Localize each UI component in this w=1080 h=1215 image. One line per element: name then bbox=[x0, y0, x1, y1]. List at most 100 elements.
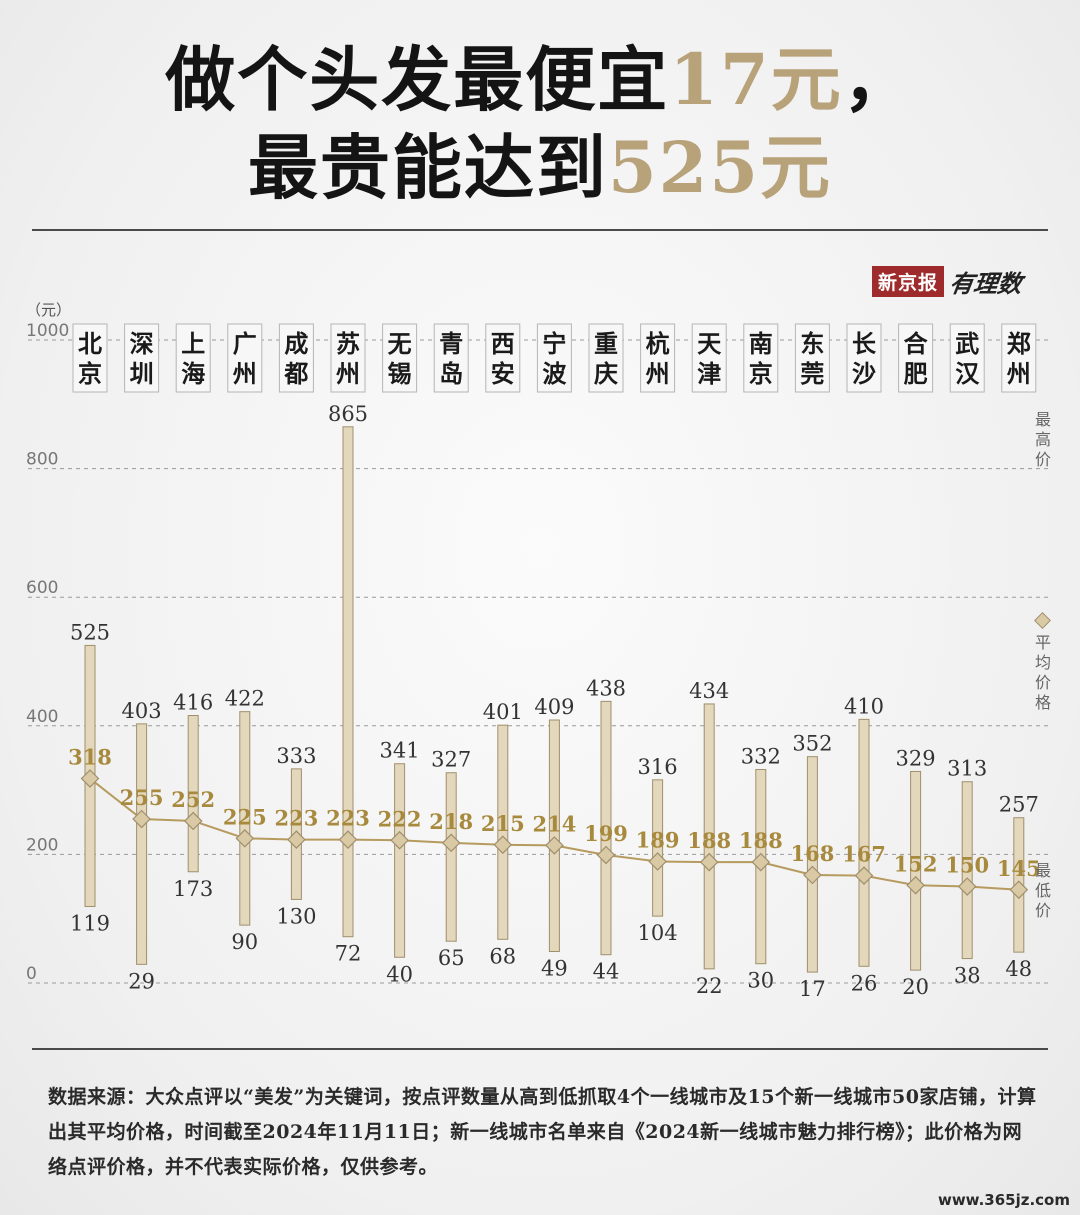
city-label: 京 bbox=[749, 359, 773, 388]
average-price-label: 218 bbox=[429, 809, 473, 834]
max-price-label: 327 bbox=[431, 748, 471, 772]
average-price-marker bbox=[906, 875, 925, 895]
max-price-label: 438 bbox=[586, 676, 626, 700]
city-label-box bbox=[382, 323, 418, 393]
price-range-bar bbox=[600, 700, 612, 956]
brand-logo: 新京报 有理数 bbox=[872, 265, 1024, 298]
city-label-box bbox=[72, 323, 108, 393]
city-label-box bbox=[640, 323, 676, 393]
legend-average-price: 均 bbox=[1035, 653, 1051, 672]
min-price-label: 44 bbox=[593, 960, 620, 984]
min-price-label: 48 bbox=[1005, 957, 1032, 981]
price-range-bar bbox=[858, 718, 870, 967]
price-range-bar bbox=[806, 756, 818, 973]
data-source-note: 数据来源：大众点评以“美发”为关键词，按点评数量从高到低抓取4个一线城市及15个… bbox=[48, 1086, 1037, 1178]
city-label-box bbox=[330, 323, 366, 393]
average-price-label: 252 bbox=[171, 787, 215, 812]
city-label-box bbox=[794, 323, 830, 393]
min-price-label: 130 bbox=[276, 904, 316, 928]
city-label-box bbox=[175, 323, 211, 393]
city-label-box bbox=[278, 323, 314, 393]
city-label: 州 bbox=[646, 359, 670, 388]
city-label-box bbox=[949, 323, 985, 393]
average-price-label: 189 bbox=[636, 827, 680, 852]
min-price-label: 119 bbox=[70, 911, 110, 935]
y-tick-label: 200 bbox=[26, 835, 58, 855]
city-label: 岛 bbox=[439, 359, 463, 388]
city-label: 都 bbox=[283, 359, 308, 388]
min-price-label: 65 bbox=[438, 946, 465, 970]
top-divider bbox=[32, 229, 1048, 231]
max-price-label: 401 bbox=[483, 700, 523, 724]
city-label-box bbox=[1001, 323, 1037, 393]
city-label-box bbox=[743, 323, 779, 393]
city-label: 州 bbox=[233, 359, 257, 388]
max-price-label: 316 bbox=[638, 755, 678, 779]
max-price-label: 422 bbox=[225, 687, 265, 711]
city-label: 广 bbox=[233, 329, 257, 358]
city-label: 京 bbox=[78, 359, 102, 388]
y-unit-label: （元） bbox=[26, 301, 71, 319]
city-label: 重 bbox=[594, 329, 618, 358]
average-price-marker bbox=[287, 830, 306, 849]
y-tick-label: 400 bbox=[26, 707, 58, 727]
city-label: 津 bbox=[697, 359, 721, 388]
average-price-marker bbox=[338, 830, 358, 849]
price-range-bar bbox=[136, 723, 148, 965]
city-label: 宁 bbox=[542, 329, 566, 358]
average-price-label: 223 bbox=[274, 806, 318, 831]
price-range-bar bbox=[497, 724, 509, 940]
legend-max-price: 最 bbox=[1035, 410, 1051, 429]
title-min-price: 17元 bbox=[669, 38, 843, 121]
price-chart: 02004006008001000（元）北京深圳上海广州成都苏州无锡青岛西安宁波… bbox=[26, 301, 1051, 1001]
price-range-bar bbox=[548, 719, 560, 952]
city-label: 庆 bbox=[594, 359, 618, 388]
city-label-box bbox=[898, 323, 934, 393]
city-label: 锡 bbox=[388, 359, 412, 388]
city-label: 南 bbox=[749, 329, 773, 358]
min-price-label: 49 bbox=[541, 956, 568, 980]
city-label: 成 bbox=[284, 329, 308, 358]
max-price-label: 333 bbox=[276, 744, 316, 768]
average-price-marker bbox=[596, 845, 616, 865]
city-label: 州 bbox=[336, 359, 360, 388]
legend-min-price: 最 bbox=[1035, 861, 1051, 880]
price-range-bar bbox=[652, 779, 664, 917]
max-price-label: 257 bbox=[999, 793, 1039, 817]
title-line-1-text: 做个头发最便宜 bbox=[165, 38, 670, 121]
average-price-marker bbox=[132, 809, 151, 829]
min-price-label: 38 bbox=[954, 964, 981, 988]
max-price-label: 865 bbox=[328, 402, 368, 426]
price-range-bar bbox=[342, 426, 354, 938]
max-price-label: 410 bbox=[844, 694, 884, 718]
average-price-marker bbox=[493, 835, 513, 855]
max-price-label: 416 bbox=[173, 691, 213, 715]
max-price-label: 352 bbox=[792, 732, 832, 756]
legend-max-price: 价 bbox=[1035, 450, 1051, 469]
city-label-box bbox=[485, 323, 521, 393]
price-range-bar bbox=[187, 715, 199, 873]
city-label: 天 bbox=[697, 329, 721, 358]
price-range-bar bbox=[910, 770, 922, 971]
city-label: 圳 bbox=[130, 359, 154, 388]
max-price-label: 313 bbox=[947, 757, 987, 781]
city-label: 苏 bbox=[336, 329, 360, 358]
city-label: 东 bbox=[800, 329, 824, 358]
legend-average-price: 格 bbox=[1035, 693, 1051, 712]
city-label: 北 bbox=[78, 329, 102, 358]
brand-name: 新京报 bbox=[872, 265, 945, 297]
city-label-box bbox=[846, 323, 882, 393]
average-price-label: 188 bbox=[739, 828, 783, 853]
title-line-2: 最贵能达到525元 bbox=[0, 126, 1080, 210]
city-label: 合 bbox=[904, 329, 929, 358]
city-label-box bbox=[691, 323, 727, 393]
legend-average-price: 平 bbox=[1035, 633, 1051, 652]
average-price-marker bbox=[441, 833, 461, 853]
average-price-label: 145 bbox=[997, 856, 1041, 881]
min-price-label: 30 bbox=[747, 969, 774, 993]
price-range-bar bbox=[703, 703, 715, 970]
average-price-label: 150 bbox=[945, 853, 989, 878]
min-price-label: 173 bbox=[173, 877, 213, 901]
max-price-label: 525 bbox=[70, 620, 110, 644]
city-label: 长 bbox=[852, 329, 877, 358]
